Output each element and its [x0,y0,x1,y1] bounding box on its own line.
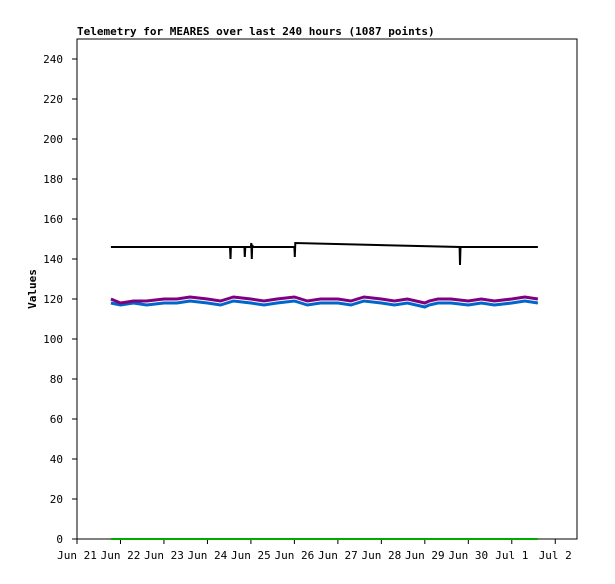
plot-frame [76,38,578,540]
y-tick-label: 240 [43,53,63,66]
y-tick-label: 200 [43,133,63,146]
x-tick-label: Jun 23 [144,549,184,562]
y-axis-label: Values [26,269,39,309]
x-tick-label: Jun 29 [405,549,445,562]
y-tick-label: 120 [43,293,63,306]
x-tick-label: Jun 28 [361,549,401,562]
y-tick-label: 160 [43,213,63,226]
y-tick-label: 60 [50,413,63,426]
y-axis: 0 20 40 60 80 100 120 140 160 180 200 220 240 [43,53,77,546]
y-tick-label: 20 [50,493,63,506]
x-tick-label: Jun 26 [275,549,315,562]
x-tick-label: Jun 24 [188,549,228,562]
series-line-1 [110,299,539,309]
x-tick-label: Jul 1 [495,549,528,562]
chart-title: Telemetry for MEARES over last 240 hours… [77,25,435,38]
series-line-2 [110,295,539,305]
series-line-3 [110,241,538,266]
x-tick-label: Jun 22 [101,549,141,562]
series-layer [110,241,539,540]
y-tick-label: 40 [50,453,63,466]
y-tick-label: 180 [43,173,63,186]
x-tick-label: Jun 30 [448,549,488,562]
x-tick-label: Jun 25 [231,549,271,562]
y-tick-label: 80 [50,373,63,386]
y-tick-label: 0 [56,533,63,546]
x-axis: Jun 21 Jun 22 Jun 23 Jun 24 Jun 25 Jun 26 Jun … [57,539,572,562]
x-tick-label: Jun 27 [318,549,358,562]
y-tick-label: 100 [43,333,63,346]
y-tick-label: 220 [43,93,63,106]
x-tick-label: Jun 21 [57,549,97,562]
y-tick-label: 140 [43,253,63,266]
x-tick-label: Jul 2 [539,549,572,562]
